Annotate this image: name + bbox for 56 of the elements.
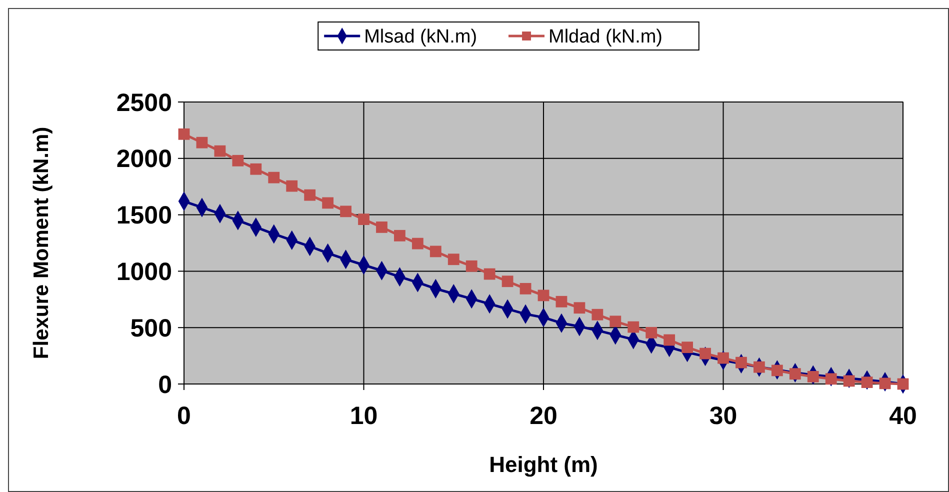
point (897, 378, 909, 390)
point (502, 276, 514, 288)
point (789, 368, 801, 380)
point (861, 376, 873, 388)
point (466, 260, 478, 272)
x-tick-label: 10 (350, 402, 378, 430)
point (268, 172, 280, 184)
point (340, 206, 352, 218)
point (304, 189, 316, 201)
y-tick-label: 1000 (116, 258, 172, 286)
point (682, 342, 693, 354)
point (250, 163, 262, 175)
point (484, 268, 496, 280)
point (286, 180, 298, 192)
point (430, 246, 442, 258)
point (610, 316, 622, 328)
y-axis-title: Flexure Moment (kN.m) (30, 126, 53, 360)
point (771, 364, 783, 376)
point (394, 230, 406, 242)
point (358, 214, 370, 226)
point (646, 326, 658, 338)
y-tick-label: 500 (130, 314, 172, 342)
point (538, 290, 550, 302)
point (664, 334, 676, 346)
point (592, 308, 604, 320)
point (196, 136, 208, 148)
x-tick-label: 30 (709, 402, 738, 430)
y-tick-label: 2000 (116, 145, 172, 174)
point (825, 373, 837, 385)
y-tick-label: 1500 (116, 202, 172, 230)
point (520, 282, 532, 294)
point (736, 356, 747, 368)
point (807, 370, 819, 382)
point (556, 296, 568, 308)
point (754, 361, 765, 373)
x-tick-label: 20 (530, 402, 558, 430)
point (718, 352, 729, 364)
point (178, 128, 190, 140)
point (843, 375, 855, 387)
x-tick-label: 0 (177, 402, 191, 430)
legend-label: Mlsad (kN.m) (364, 26, 478, 48)
point (700, 348, 711, 360)
point (574, 302, 586, 314)
point (412, 238, 424, 250)
point (879, 378, 891, 390)
legend-label: Mldad (kN.m) (548, 26, 663, 48)
y-tick-label: 0 (158, 370, 172, 399)
point (214, 145, 226, 157)
point (322, 197, 334, 209)
x-tick-label: 40 (889, 402, 917, 430)
point (628, 321, 640, 333)
point (376, 222, 388, 233)
y-tick-label: 2500 (116, 88, 172, 117)
x-axis-title: Height (m) (489, 452, 598, 477)
point (232, 154, 244, 166)
point (448, 254, 460, 266)
